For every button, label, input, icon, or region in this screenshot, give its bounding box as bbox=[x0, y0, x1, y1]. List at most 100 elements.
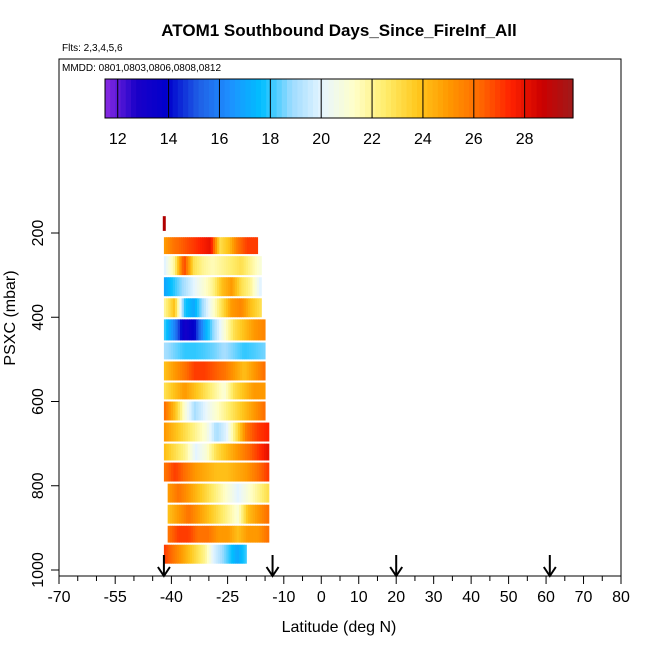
heatmap-cell bbox=[175, 422, 179, 442]
heatmap-cell bbox=[180, 237, 184, 255]
heatmap-cell bbox=[259, 422, 263, 442]
colorbar-swatch bbox=[209, 79, 215, 118]
heatmap-cell bbox=[232, 361, 236, 381]
heatmap-cell bbox=[204, 483, 208, 503]
colorbar-swatch bbox=[453, 79, 460, 118]
heatmap-cell bbox=[239, 342, 243, 360]
heatmap-cell bbox=[184, 382, 188, 400]
heatmap-cell bbox=[215, 504, 219, 524]
heatmap-cell bbox=[172, 277, 176, 297]
heatmap-cell bbox=[227, 544, 230, 564]
heatmap-cell bbox=[221, 382, 225, 400]
heatmap-cell bbox=[193, 237, 197, 255]
heatmap-cell bbox=[216, 462, 220, 482]
heatmap-cell bbox=[228, 401, 232, 421]
heatmap-cell bbox=[168, 319, 172, 341]
heatmap-cell bbox=[162, 216, 166, 231]
heatmap-cell bbox=[173, 443, 177, 461]
colorbar-swatch bbox=[344, 79, 350, 118]
heatmap-cell bbox=[244, 401, 248, 421]
heatmap-cell bbox=[244, 422, 248, 442]
heatmap-cell bbox=[237, 443, 241, 461]
heatmap-cell bbox=[243, 504, 247, 524]
heatmap-cell bbox=[205, 319, 209, 341]
heatmap-cell bbox=[264, 525, 268, 543]
heatmap-cell bbox=[244, 382, 248, 400]
heatmap-cell bbox=[197, 504, 201, 524]
heatmap-cell bbox=[192, 298, 196, 318]
colorbar-swatch bbox=[359, 79, 366, 118]
heatmap-cell bbox=[258, 361, 261, 381]
heatmap-cell bbox=[219, 382, 222, 400]
heatmap-cell bbox=[172, 298, 176, 318]
heatmap-cell bbox=[252, 256, 256, 276]
heatmap-cell bbox=[204, 504, 208, 524]
x-tick-label: 30 bbox=[425, 589, 443, 606]
heatmap-cell bbox=[184, 361, 188, 381]
colorbar-swatch bbox=[276, 79, 283, 118]
heatmap-cell bbox=[241, 277, 245, 297]
heatmap-cell bbox=[245, 298, 249, 318]
heatmap-cell bbox=[225, 319, 229, 341]
heatmap-cell bbox=[254, 256, 258, 276]
heatmap-cell bbox=[261, 525, 265, 543]
heatmap-cell bbox=[248, 504, 251, 524]
colorbar-swatch bbox=[463, 79, 470, 118]
heatmap-cell bbox=[241, 256, 245, 276]
heatmap-cell bbox=[259, 483, 263, 503]
colorbar-swatch bbox=[479, 79, 486, 118]
heatmap-cell bbox=[227, 237, 231, 255]
heatmap-cell bbox=[242, 342, 245, 360]
heatmap-cell bbox=[235, 422, 239, 442]
x-axis-label: Latitude (deg N) bbox=[282, 619, 397, 636]
colorbar-swatch bbox=[261, 79, 267, 118]
heatmap-cell bbox=[166, 382, 170, 400]
heatmap-cell bbox=[197, 422, 201, 442]
heatmap-cell bbox=[211, 525, 215, 543]
heatmap-cell bbox=[190, 544, 193, 564]
heatmap-cell bbox=[163, 237, 167, 255]
heatmap-cell bbox=[220, 504, 224, 524]
heatmap-cell bbox=[248, 256, 251, 276]
heatmap-cell bbox=[200, 319, 204, 341]
heatmap-cell bbox=[210, 277, 214, 297]
heatmap-cell bbox=[202, 237, 205, 255]
heatmap-cell bbox=[223, 256, 227, 276]
heatmap-cell bbox=[206, 483, 210, 503]
colorbar-tick-label: 28 bbox=[516, 131, 534, 148]
heatmap-cell bbox=[180, 401, 183, 421]
heatmap-cell bbox=[184, 319, 188, 341]
colorbar-swatch bbox=[427, 79, 434, 118]
heatmap-cell bbox=[219, 277, 222, 297]
heatmap-cell bbox=[183, 504, 187, 524]
heatmap-cell bbox=[225, 443, 229, 461]
heatmap-cell bbox=[167, 544, 171, 564]
heatmap-cell bbox=[200, 342, 204, 360]
heatmap-cell bbox=[180, 462, 184, 482]
heatmap-cell bbox=[243, 277, 247, 297]
heatmap-cell bbox=[216, 382, 220, 400]
heatmap-cell bbox=[195, 504, 199, 524]
heatmap-cell bbox=[163, 342, 167, 360]
heatmap-cell bbox=[240, 237, 244, 255]
heatmap-cell bbox=[247, 422, 251, 442]
heatmap-cell bbox=[198, 319, 202, 341]
heatmap-cell bbox=[237, 422, 241, 442]
heatmap-cell bbox=[173, 422, 177, 442]
heatmap-cell bbox=[187, 422, 191, 442]
heatmap-cell bbox=[230, 462, 234, 482]
heatmap-cell bbox=[240, 462, 244, 482]
heatmap-cell bbox=[205, 277, 209, 297]
heatmap-cell bbox=[256, 256, 260, 276]
heatmap-cell bbox=[170, 361, 174, 381]
heatmap-cell bbox=[257, 525, 261, 543]
colorbar-swatch bbox=[281, 79, 288, 118]
heatmap-cell bbox=[249, 422, 253, 442]
heatmap-cell bbox=[258, 401, 261, 421]
heatmap-cell bbox=[259, 298, 262, 318]
heatmap-cell bbox=[236, 483, 240, 503]
heatmap-cell bbox=[170, 256, 174, 276]
heatmap-cell bbox=[252, 277, 256, 297]
heatmap-cell bbox=[232, 525, 235, 543]
heatmap-cell bbox=[222, 504, 226, 524]
